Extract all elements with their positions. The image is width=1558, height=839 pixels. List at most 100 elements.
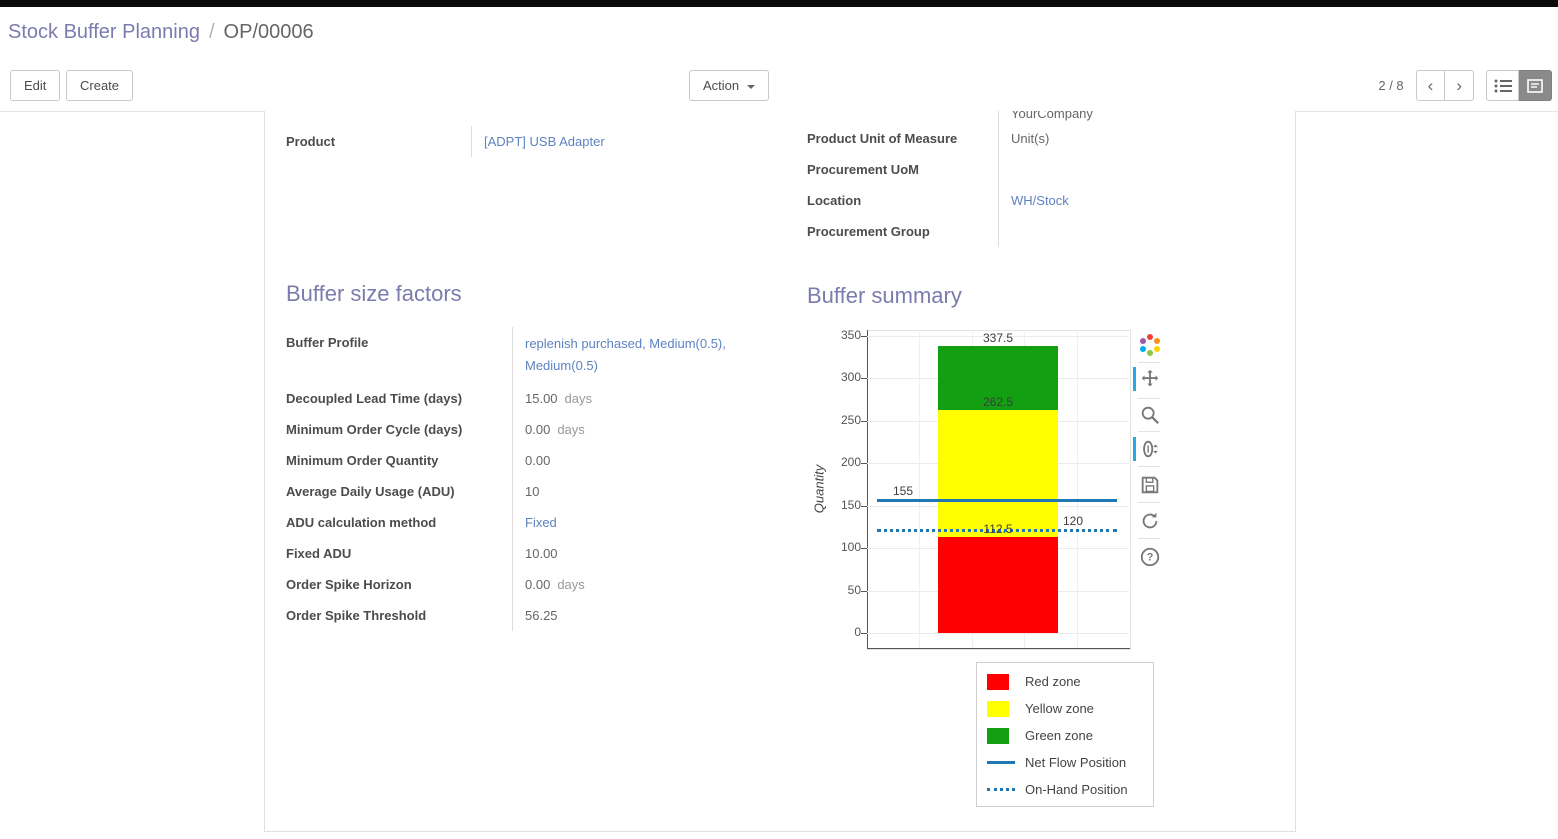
y-axis (867, 330, 868, 649)
chart-plot-area[interactable]: Quantity 0 50 100 150 200 250 300 350 337.5 262.5… (805, 324, 1165, 664)
yellow-zone-bar (938, 409, 1058, 538)
action-label: Action (703, 78, 740, 93)
min-order-cycle-suffix: days (557, 422, 585, 437)
dlt-suffix: days (564, 391, 593, 406)
gridline (867, 335, 1129, 337)
caret-down-icon (747, 84, 756, 89)
product-uom-label: Product Unit of Measure (807, 131, 958, 146)
breadcrumb: Stock Buffer Planning / OP/00006 (8, 21, 314, 44)
y-tick-mark (861, 335, 867, 337)
legend-item-yellow-zone: Yellow zone (987, 695, 1153, 722)
y-tick-label: 0 (854, 625, 861, 639)
min-order-cycle-label: Minimum Order Cycle (days) (286, 422, 463, 437)
field-row-location: Location WH/Stock (807, 185, 1275, 216)
legend-label-net-flow-position: Net Flow Position (1025, 755, 1127, 770)
toolbar-divider (1138, 538, 1160, 539)
toolbar-divider (1138, 362, 1160, 363)
field-row-fixed-adu: Fixed ADU 10.00 (286, 538, 786, 569)
box-zoom-tool-button[interactable] (1137, 402, 1163, 428)
bokeh-logo-icon (1140, 334, 1160, 356)
field-row-product-uom: Product Unit of Measure Unit(s) (807, 123, 1275, 154)
adu-method-value: Fixed (512, 507, 786, 538)
field-row-procurement-group: Procurement Group (807, 216, 1275, 247)
legend-label-on-hand-position: On-Hand Position (1025, 782, 1128, 797)
buffer-profile-link[interactable]: replenish purchased, Medium(0.5), Medium… (525, 336, 726, 373)
form-sheet: Product [ADPT] USB Adapter YourCompany P… (264, 111, 1296, 832)
buffer-profile-label: Buffer Profile (286, 335, 369, 350)
y-tick-mark (861, 420, 867, 422)
details-group: YourCompany Product Unit of Measure Unit… (807, 111, 1275, 247)
fixed-adu-label: Fixed ADU (286, 546, 352, 561)
pan-tool-button[interactable] (1137, 366, 1163, 392)
pager-previous-button[interactable]: ‹ (1415, 70, 1446, 101)
y-tick-mark (861, 590, 867, 592)
y-tick-label: 300 (840, 370, 861, 384)
field-row-adu-method: ADU calculation method Fixed (286, 507, 786, 538)
legend-swatch-green-zone (987, 727, 1015, 744)
field-row-order-spike-threshold: Order Spike Threshold 56.25 (286, 600, 786, 631)
form-view-icon (1527, 78, 1543, 93)
y-tick-mark (861, 378, 867, 379)
location-label: Location (807, 193, 862, 208)
product-label: Product (286, 134, 336, 149)
red-zone-bar (938, 537, 1058, 633)
gridline-vertical (1076, 330, 1078, 648)
adu-method-link[interactable]: Fixed (525, 515, 557, 530)
bar-value-label: 262.5 (982, 394, 1014, 409)
pager-value: 2 / 8 (1378, 78, 1404, 93)
procurement-group-value (998, 216, 1275, 247)
company-value: YourCompany (1011, 111, 1093, 121)
buffer-chart[interactable]: Quantity 0 50 100 150 200 250 300 350 337.5 262.5… (805, 324, 1165, 664)
wheel-zoom-active-indicator (1133, 437, 1136, 461)
legend-label-red-zone: Red zone (1025, 674, 1081, 689)
x-axis (867, 648, 1130, 649)
field-row-buffer-profile: Buffer Profile replenish purchased, Medi… (286, 327, 786, 383)
legend-swatch-yellow-zone (987, 700, 1015, 717)
help-icon: ? (1140, 547, 1160, 567)
wheel-zoom-icon (1143, 440, 1158, 458)
save-tool-button[interactable] (1137, 472, 1163, 498)
location-link[interactable]: WH/Stock (1011, 193, 1069, 208)
location-value: WH/Stock (998, 185, 1275, 216)
y-tick-mark (861, 548, 867, 549)
company-label (807, 111, 998, 123)
field-row-min-order-qty: Minimum Order Quantity 0.00 (286, 445, 786, 476)
field-row-product: Product [ADPT] USB Adapter (286, 126, 786, 157)
legend-item-net-flow-position: Net Flow Position (987, 749, 1153, 776)
pager-next-button[interactable]: › (1445, 70, 1474, 101)
breadcrumb-parent-link[interactable]: Stock Buffer Planning (8, 21, 200, 43)
reset-tool-button[interactable] (1137, 508, 1163, 534)
bokeh-logo-button[interactable] (1137, 332, 1163, 358)
pan-icon (1141, 369, 1159, 387)
buffer-summary-title: Buffer summary (807, 283, 962, 308)
toolbar-divider (1138, 502, 1160, 503)
save-icon (1141, 476, 1159, 494)
procurement-uom-value (998, 154, 1275, 185)
y-tick-label: 50 (847, 582, 861, 597)
breadcrumb-current: OP/00006 (223, 21, 314, 43)
field-row-order-spike-horizon: Order Spike Horizon 0.00 days (286, 569, 786, 600)
list-view-button[interactable] (1486, 70, 1519, 101)
pager-previous-icon: ‹ (1427, 76, 1434, 95)
order-spike-horizon-label: Order Spike Horizon (286, 577, 412, 592)
green-zone-bar (938, 346, 1058, 410)
edit-button[interactable]: Edit (10, 70, 61, 101)
legend-swatch-red-zone (987, 673, 1015, 690)
product-link[interactable]: [ADPT] USB Adapter (484, 134, 605, 149)
toolbar-divider (1138, 431, 1160, 432)
form-view-button[interactable] (1519, 70, 1552, 101)
field-row-company: YourCompany (807, 111, 1275, 123)
legend-item-on-hand-position: On-Hand Position (987, 776, 1153, 803)
y-tick-label: 200 (840, 455, 861, 469)
legend-item-green-zone: Green zone (987, 722, 1153, 749)
product-group: Product [ADPT] USB Adapter (286, 126, 786, 157)
y-tick-mark (861, 633, 867, 634)
toolbar-divider (1138, 466, 1160, 467)
help-tool-button[interactable]: ? (1137, 544, 1163, 570)
create-button[interactable]: Create (66, 70, 134, 101)
action-dropdown-button[interactable]: Action (689, 70, 770, 101)
legend-label-green-zone: Green zone (1025, 728, 1093, 743)
y-tick-mark (861, 505, 867, 507)
wheel-zoom-tool-button[interactable] (1137, 436, 1163, 462)
